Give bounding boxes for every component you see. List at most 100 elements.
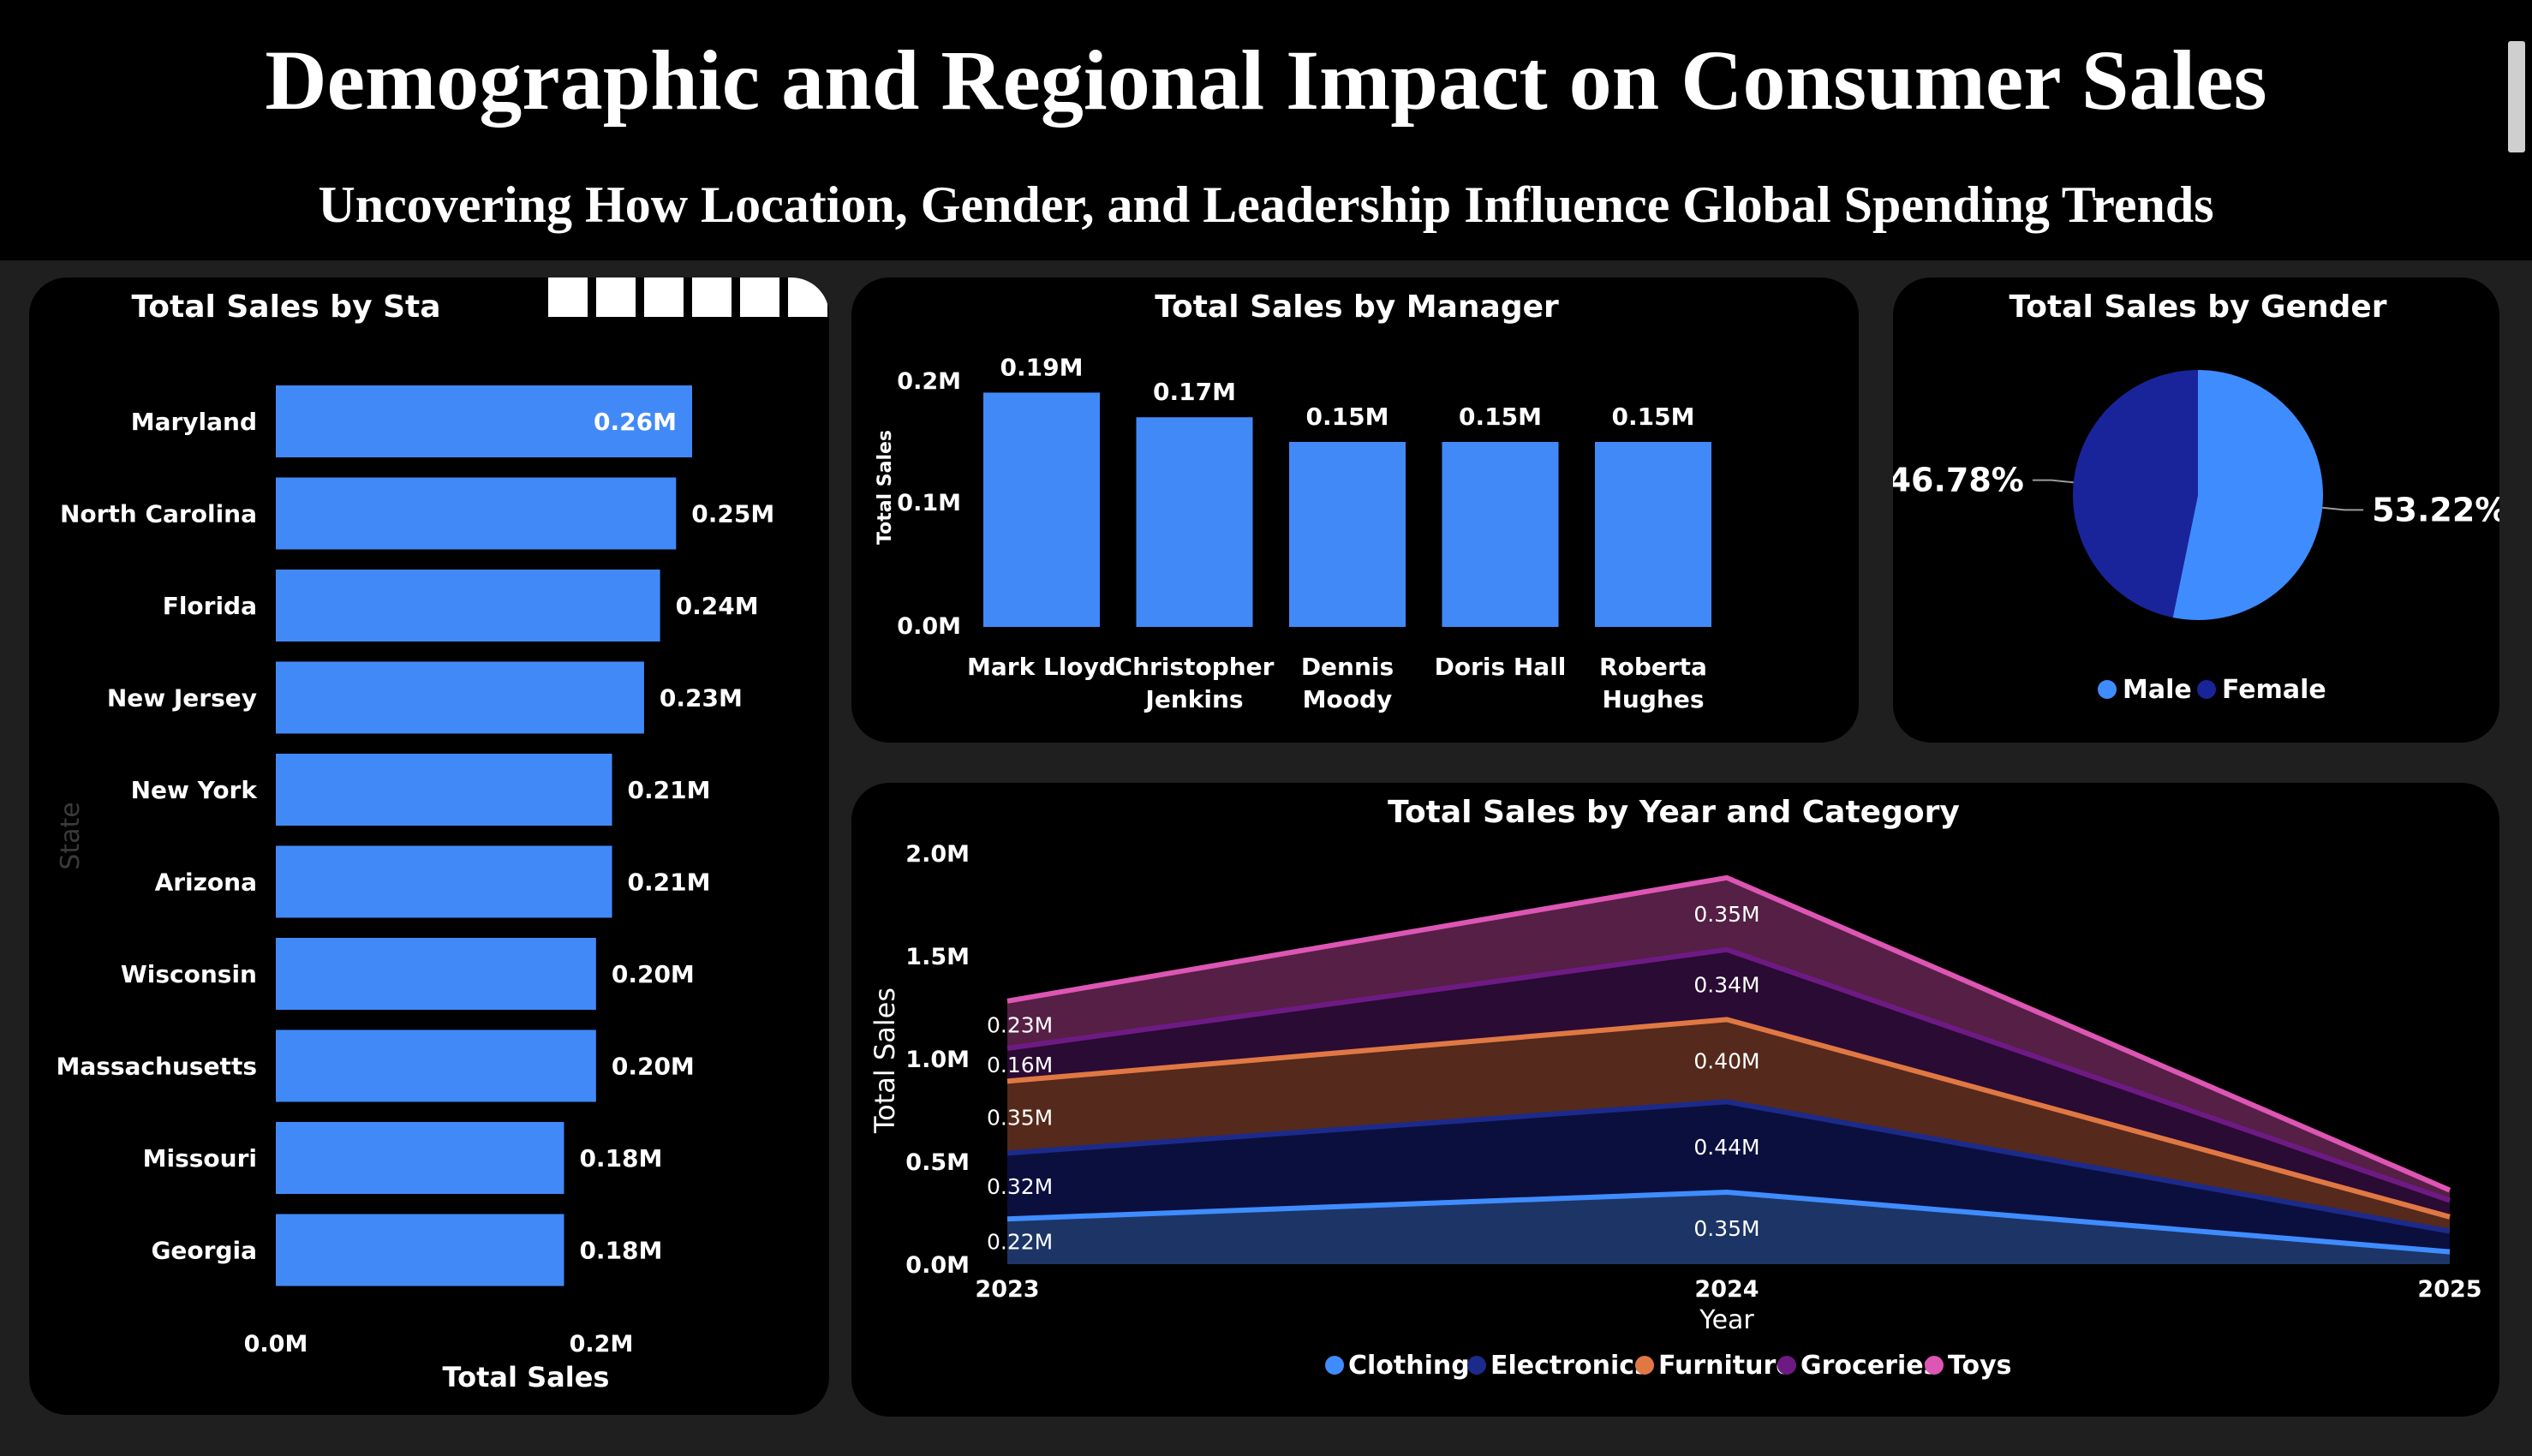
- manager-bar[interactable]: [1442, 442, 1559, 627]
- legend-label-groceries[interactable]: Groceries: [1800, 1351, 1938, 1381]
- manager-y-tick: 0.2M: [897, 368, 961, 395]
- area-data-label: 0.35M: [1693, 902, 1759, 927]
- state-data-label: 0.21M: [628, 868, 711, 897]
- state-data-label: 0.20M: [612, 960, 695, 988]
- year-y-axis-title: Total Sales: [869, 988, 901, 1134]
- manager-bar[interactable]: [1136, 417, 1253, 627]
- year-category-chart: Total Sales by Year and Category Total S…: [869, 795, 2482, 1381]
- legend-label-female[interactable]: Female: [2222, 675, 2326, 705]
- state-bar[interactable]: [276, 938, 596, 1010]
- area-groceries[interactable]: [1007, 949, 2450, 1217]
- state-bar[interactable]: [276, 661, 644, 734]
- state-bar[interactable]: [276, 1122, 564, 1194]
- area-data-label: 0.16M: [987, 1053, 1053, 1077]
- area-electronics[interactable]: [1007, 1101, 2450, 1252]
- pie-percent-label: 53.22%: [2372, 491, 2499, 528]
- manager-data-label: 0.19M: [1000, 353, 1084, 381]
- area-toys[interactable]: [1007, 877, 2450, 1201]
- mask-square: [644, 277, 684, 317]
- line-clothing: [1006, 1189, 2451, 1255]
- title-mask-squares: [548, 277, 827, 317]
- legend-swatch-groceries: [1777, 1356, 1796, 1375]
- state-data-label: 0.25M: [691, 500, 774, 528]
- area-furniture[interactable]: [1007, 1019, 2450, 1232]
- mask-square: [548, 277, 588, 317]
- page-title: Demographic and Regional Impact on Consu…: [265, 33, 2267, 128]
- pie-slice-female[interactable]: [2073, 370, 2198, 618]
- state-data-label: 0.20M: [612, 1053, 695, 1081]
- state-data-label: 0.26M: [594, 408, 677, 436]
- area-data-label: 0.23M: [987, 1012, 1053, 1037]
- manager-data-label: 0.15M: [1306, 403, 1389, 431]
- manager-category-label: Dennis: [1301, 653, 1394, 681]
- manager-bar[interactable]: [1595, 442, 1711, 627]
- mask-square: [692, 277, 732, 317]
- manager-category-label: Mark Lloyd: [967, 653, 1116, 681]
- manager-data-label: 0.15M: [1612, 403, 1695, 431]
- legend-label-clothing[interactable]: Clothing: [1348, 1351, 1470, 1381]
- state-sales-chart: Total Sales by Sta State Maryland 0.26M No…: [56, 277, 827, 1393]
- year-x-tick: 2024: [1694, 1276, 1759, 1303]
- legend-label-electronics[interactable]: Electronics: [1490, 1351, 1650, 1381]
- pie-percent-label: 46.78%: [1893, 462, 2024, 499]
- state-category-label: New York: [131, 776, 259, 804]
- year-y-tick: 1.5M: [905, 944, 970, 970]
- state-bar[interactable]: [276, 754, 612, 826]
- state-bar[interactable]: [276, 1214, 564, 1286]
- state-category-label: Florida: [163, 592, 257, 620]
- legend-label-furniture[interactable]: Furniture: [1658, 1351, 1794, 1381]
- line-groceries: [1006, 946, 2451, 1203]
- year-y-tick: 2.0M: [905, 841, 970, 868]
- manager-category-label: Roberta: [1599, 653, 1707, 681]
- manager-data-label: 0.15M: [1459, 403, 1542, 431]
- state-data-label: 0.18M: [579, 1144, 662, 1173]
- state-x-tick: 0.2M: [570, 1331, 634, 1358]
- state-data-label: 0.23M: [660, 684, 743, 713]
- legend-label-male[interactable]: Male: [2123, 675, 2192, 705]
- area-data-label: 0.44M: [1693, 1135, 1759, 1160]
- line-toys: [1006, 874, 2451, 1193]
- gender-sales-panel: Total Sales by Gender 53.22% 46.78% Male F…: [1893, 277, 2499, 743]
- manager-y-tick: 0.0M: [897, 613, 961, 640]
- area-clothing[interactable]: [1007, 1192, 2450, 1264]
- line-electronics: [1006, 1099, 2451, 1234]
- manager-bar[interactable]: [983, 392, 1100, 627]
- state-category-label: Wisconsin: [121, 960, 257, 988]
- manager-bars: 0.19M Mark Lloyd 0.17M Christopher Jenkins 0.…: [967, 353, 1711, 713]
- area-data-label: 0.35M: [1693, 1216, 1759, 1241]
- manager-category-label: Jenkins: [1144, 685, 1243, 713]
- state-bar[interactable]: [276, 385, 692, 457]
- legend-swatch-toys: [1925, 1356, 1944, 1375]
- pie-slice-male[interactable]: [2172, 370, 2323, 620]
- area-data-label: 0.35M: [987, 1105, 1053, 1130]
- area-data-label: 0.32M: [987, 1174, 1053, 1199]
- state-bar[interactable]: [276, 845, 612, 918]
- state-bar[interactable]: [276, 477, 677, 550]
- state-data-label: 0.18M: [579, 1237, 662, 1265]
- legend-swatch-clothing: [1325, 1356, 1344, 1375]
- manager-y-tick: 0.1M: [897, 490, 961, 516]
- legend-label-toys[interactable]: Toys: [1948, 1351, 2012, 1381]
- state-category-label: Massachusetts: [56, 1053, 257, 1081]
- manager-sales-panel: Total Sales by Manager Total Sales 0.0M …: [851, 277, 1859, 743]
- state-category-label: North Carolina: [60, 500, 257, 528]
- state-data-label: 0.21M: [628, 776, 711, 804]
- state-x-axis-title: Total Sales: [443, 1361, 610, 1393]
- state-x-tick: 0.0M: [244, 1331, 308, 1358]
- legend-swatch-male: [2098, 680, 2117, 699]
- manager-data-label: 0.17M: [1153, 378, 1236, 406]
- state-bar[interactable]: [276, 1029, 596, 1102]
- area-chart: 0.0M 0.5M 1.0M 1.5M 2.0M 2023 2024 2025 0.22M 0.3…: [905, 841, 2481, 1303]
- state-axis-title: State: [56, 802, 86, 869]
- state-bar[interactable]: [276, 570, 660, 641]
- gender-legend: Male Female: [2098, 675, 2326, 705]
- manager-category-label: Christopher: [1115, 653, 1275, 681]
- year-x-axis-title: Year: [1699, 1305, 1754, 1335]
- manager-bar[interactable]: [1289, 442, 1406, 627]
- legend-swatch-electronics: [1467, 1356, 1486, 1375]
- mask-square: [740, 277, 779, 317]
- year-x-tick: 2025: [2417, 1276, 2481, 1303]
- scrollbar-thumb[interactable]: [2508, 41, 2525, 152]
- year-category-panel: Total Sales by Year and Category Total S…: [851, 783, 2499, 1417]
- legend-swatch-furniture: [1635, 1356, 1654, 1375]
